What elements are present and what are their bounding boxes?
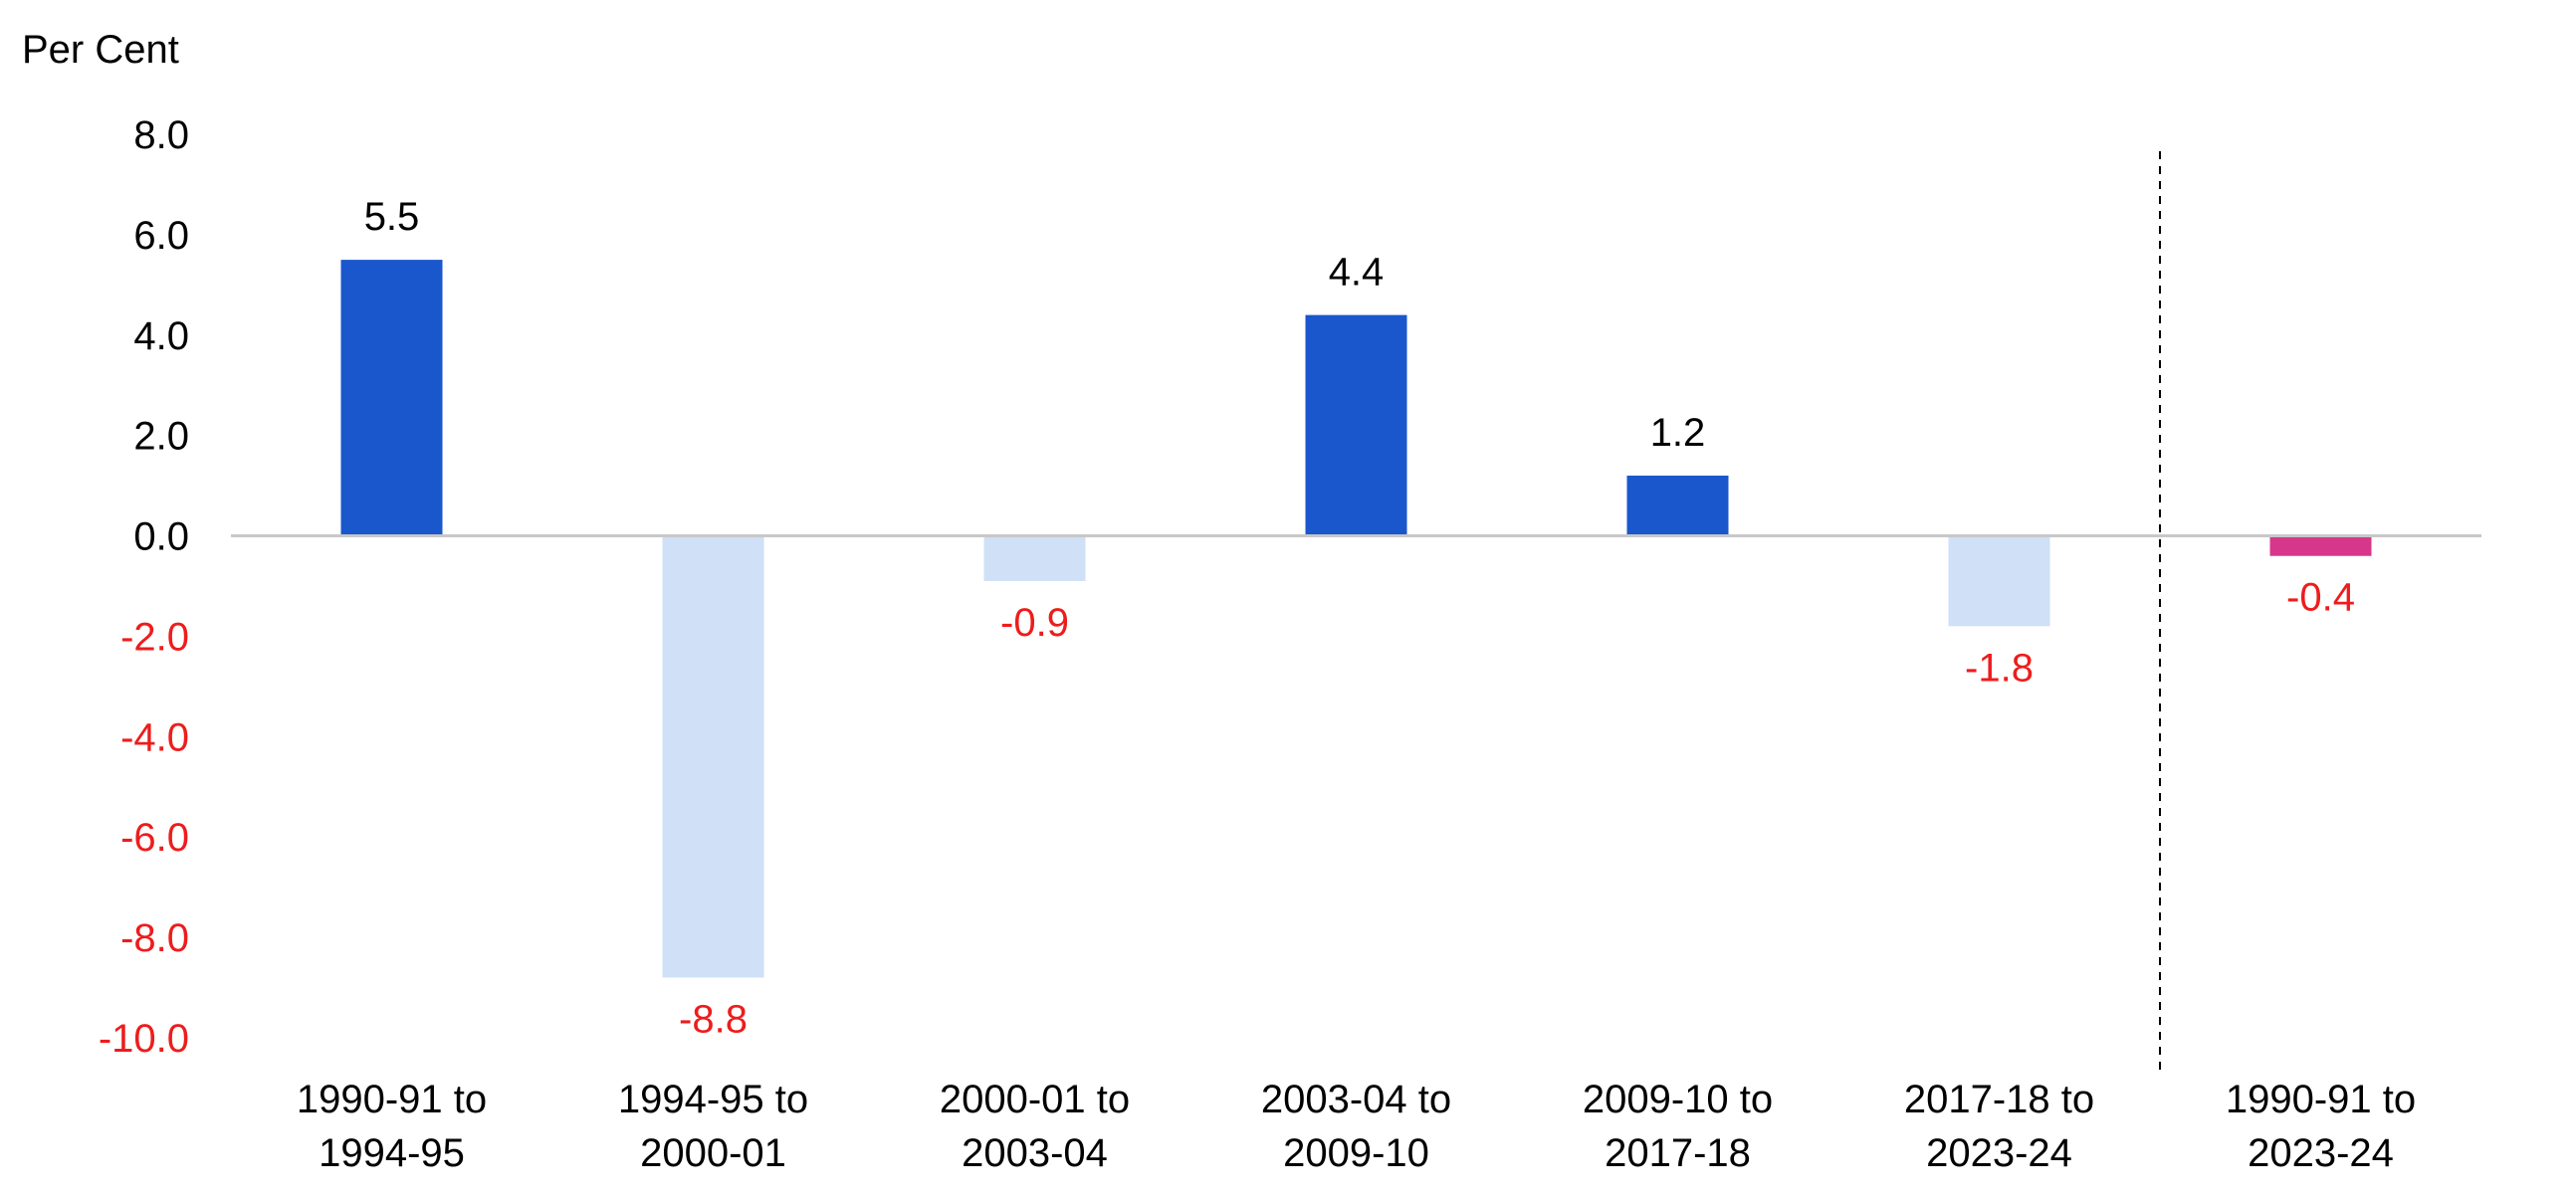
x-tick-label: 2000-01 (640, 1131, 786, 1175)
bar (983, 535, 1086, 581)
x-tick-label: 2003-04 to (1261, 1078, 1451, 1121)
y-tick-label: -2.0 (120, 615, 189, 659)
x-tick-label: 2017-18 (1605, 1131, 1751, 1175)
y-tick-label: 4.0 (133, 314, 189, 358)
x-tick-label: 2023-24 (2248, 1131, 2394, 1175)
data-label: -8.8 (679, 997, 748, 1041)
y-tick-label: 8.0 (133, 113, 189, 157)
y-tick-label: 2.0 (133, 415, 189, 459)
x-axis-categories: 1990-91 to 1994-95 1994-95 to 2000-01 2000-0… (297, 1078, 2416, 1175)
bars (340, 260, 2372, 978)
y-tick-label: -8.0 (120, 916, 189, 960)
x-tick-label: 1994-95 (319, 1131, 465, 1175)
x-tick-label: 1990-91 to (2226, 1078, 2416, 1121)
x-tick-label: 1994-95 to (618, 1078, 808, 1121)
y-axis-ticks: 8.0 6.0 4.0 2.0 0.0 -2.0 -4.0 -6.0 -8.0 -10.0 (99, 113, 189, 1061)
x-tick-label: 2003-04 (962, 1131, 1108, 1175)
x-tick-label: 2009-10 (1283, 1131, 1429, 1175)
bar (1305, 314, 1407, 536)
x-tick-label: 2009-10 to (1583, 1078, 1773, 1121)
data-label: 4.4 (1329, 251, 1385, 295)
bar (340, 260, 443, 536)
y-tick-label: 0.0 (133, 515, 189, 559)
y-tick-label: -4.0 (120, 715, 189, 759)
data-label: -0.4 (2286, 576, 2355, 620)
data-label: 1.2 (1650, 411, 1706, 455)
data-label: -0.9 (1000, 601, 1069, 645)
x-tick-label: 2023-24 (1926, 1131, 2072, 1175)
data-label: 5.5 (364, 195, 420, 239)
bar (2269, 535, 2372, 556)
bar (662, 535, 764, 978)
x-tick-label: 1990-91 to (297, 1078, 487, 1121)
x-tick-label: 2000-01 to (940, 1078, 1130, 1121)
y-tick-label: -10.0 (99, 1017, 189, 1061)
y-tick-label: 6.0 (133, 214, 189, 258)
bar (1948, 535, 2050, 627)
bar (1626, 476, 1729, 536)
x-tick-label: 2017-18 to (1904, 1078, 2094, 1121)
y-tick-label: -6.0 (120, 816, 189, 860)
y-axis-unit-label: Per Cent (22, 28, 179, 72)
data-labels: 5.5 -8.8 -0.9 4.4 1.2 -1.8 -0.4 (364, 195, 2355, 1041)
data-label: -1.8 (1965, 646, 2034, 690)
